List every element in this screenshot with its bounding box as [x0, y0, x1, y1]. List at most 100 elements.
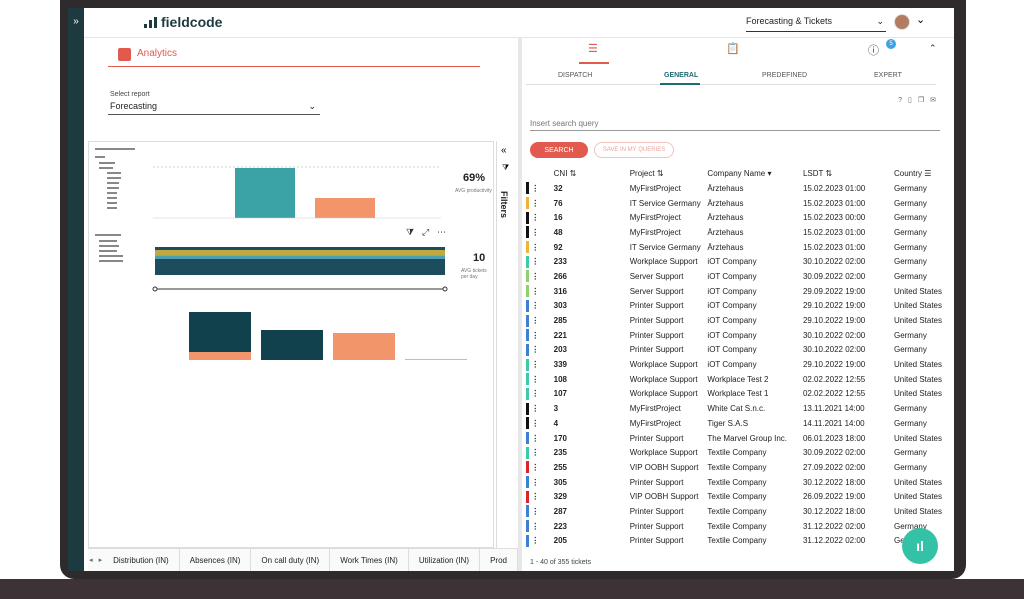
drag-handle-icon[interactable]: ⋮ — [531, 507, 537, 516]
chevron-down-icon[interactable]: ⌄ — [916, 13, 925, 26]
view-select[interactable]: Forecasting & Tickets ⌄ — [746, 16, 886, 32]
table-row[interactable]: ⋮ 107 Workplace Support Workplace Test 1 02.… — [526, 387, 942, 402]
drag-handle-icon[interactable]: ⋮ — [531, 331, 537, 340]
drag-handle-icon[interactable]: ⋮ — [531, 448, 537, 457]
table-row[interactable]: ⋮ 48 MyFirstProject Ärztehaus 15.02.2023 01:… — [526, 225, 942, 240]
row-handle[interactable]: ⋮ — [526, 299, 546, 314]
cell-cni[interactable]: 235 — [546, 445, 616, 460]
cell-cni[interactable]: 107 — [546, 387, 616, 402]
cell-cni[interactable]: 3 — [546, 401, 616, 416]
drag-handle-icon[interactable]: ⋮ — [531, 228, 537, 237]
cell-cni[interactable]: 205 — [546, 534, 616, 549]
drag-handle-icon[interactable]: ⋮ — [531, 463, 537, 472]
tab-absences[interactable]: Absences (IN) — [180, 549, 252, 571]
next-icon[interactable]: ▸ — [99, 556, 103, 564]
drag-handle-icon[interactable]: ⋮ — [531, 389, 537, 398]
table-row[interactable]: ⋮ 3 MyFirstProject White Cat S.n.c. 13.11.20… — [526, 401, 942, 416]
cell-cni[interactable]: 92 — [546, 240, 616, 255]
cell-cni[interactable]: 255 — [546, 460, 616, 475]
cell-cni[interactable]: 4 — [546, 416, 616, 431]
table-row[interactable]: ⋮ 266 Server Support iOT Company 30.09.2022 … — [526, 269, 942, 284]
table-row[interactable]: ⋮ 108 Workplace Support Workplace Test 2 02.… — [526, 372, 942, 387]
drag-handle-icon[interactable]: ⋮ — [531, 360, 537, 369]
table-row[interactable]: ⋮ 32 MyFirstProject Ärztehaus 15.02.2023 01:… — [526, 181, 942, 196]
row-handle[interactable]: ⋮ — [526, 196, 546, 211]
cell-cni[interactable]: 108 — [546, 372, 616, 387]
row-handle[interactable]: ⋮ — [526, 225, 546, 240]
cell-cni[interactable]: 170 — [546, 431, 616, 446]
cell-cni[interactable]: 16 — [546, 210, 616, 225]
row-handle[interactable]: ⋮ — [526, 475, 546, 490]
tab-on-call[interactable]: On call duty (IN) — [251, 549, 330, 571]
side-rail[interactable]: » — [68, 8, 84, 571]
drag-handle-icon[interactable]: ⋮ — [531, 404, 537, 413]
tab-expert[interactable]: EXPERT — [874, 72, 902, 79]
row-handle[interactable]: ⋮ — [526, 460, 546, 475]
fieldcode-assistant-button[interactable]: ıl — [902, 528, 938, 564]
table-row[interactable]: ⋮ 170 Printer Support The Marvel Group Inc.… — [526, 431, 942, 446]
table-row[interactable]: ⋮ 76 IT Service Germany Ärztehaus 15.02.2023… — [526, 196, 942, 211]
cell-cni[interactable]: 303 — [546, 299, 616, 314]
col-project[interactable]: Project ⇅ — [616, 165, 708, 181]
tab-utilization[interactable]: Utilization (IN) — [409, 549, 480, 571]
row-handle[interactable]: ⋮ — [526, 431, 546, 446]
row-handle[interactable]: ⋮ — [526, 445, 546, 460]
table-row[interactable]: ⋮ 305 Printer Support Textile Company 30.12.… — [526, 475, 942, 490]
save-query-button[interactable]: SAVE IN MY QUERIES — [594, 142, 674, 158]
drag-handle-icon[interactable]: ⋮ — [531, 301, 537, 310]
drag-handle-icon[interactable]: ⋮ — [531, 243, 537, 252]
table-row[interactable]: ⋮ 287 Printer Support Textile Company 30.12.… — [526, 504, 942, 519]
row-handle[interactable]: ⋮ — [526, 284, 546, 299]
cell-cni[interactable]: 285 — [546, 313, 616, 328]
drag-handle-icon[interactable]: ⋮ — [531, 492, 537, 501]
table-row[interactable]: ⋮ 339 Workplace Support iOT Company 29.10.20… — [526, 357, 942, 372]
drag-handle-icon[interactable]: ⋮ — [531, 184, 537, 193]
search-input[interactable] — [530, 117, 940, 131]
tab-prod[interactable]: Prod — [480, 549, 518, 571]
row-handle[interactable]: ⋮ — [526, 313, 546, 328]
clipboard-icon[interactable]: 📋 — [726, 42, 740, 55]
col-country[interactable]: Country ☰ — [890, 165, 942, 181]
avatar[interactable] — [894, 14, 910, 30]
table-row[interactable]: ⋮ 233 Workplace Support iOT Company 30.10.20… — [526, 254, 942, 269]
row-handle[interactable]: ⋮ — [526, 210, 546, 225]
col-cni[interactable]: CNI ⇅ — [546, 165, 616, 181]
drag-handle-icon[interactable]: ⋮ — [531, 272, 537, 281]
table-row[interactable]: ⋮ 303 Printer Support iOT Company 29.10.2022… — [526, 299, 942, 314]
row-handle[interactable]: ⋮ — [526, 343, 546, 358]
cell-cni[interactable]: 221 — [546, 328, 616, 343]
table-row[interactable]: ⋮ 235 Workplace Support Textile Company 30.0… — [526, 445, 942, 460]
tab-predefined[interactable]: PREDEFINED — [762, 72, 807, 79]
toolbar-icons[interactable]: ?▯❐✉ — [898, 96, 942, 104]
cell-cni[interactable]: 305 — [546, 475, 616, 490]
row-handle[interactable]: ⋮ — [526, 328, 546, 343]
filters-pane[interactable]: « ⧩ Filters — [496, 141, 514, 548]
list-icon[interactable]: ☰ — [588, 42, 598, 55]
cell-cni[interactable]: 76 — [546, 196, 616, 211]
col-company[interactable]: Company Name ▾ — [707, 165, 799, 181]
row-handle[interactable]: ⋮ — [526, 269, 546, 284]
row-handle[interactable]: ⋮ — [526, 401, 546, 416]
drag-handle-icon[interactable]: ⋮ — [531, 522, 537, 531]
cell-cni[interactable]: 339 — [546, 357, 616, 372]
table-row[interactable]: ⋮ 316 Server Support iOT Company 29.09.2022 … — [526, 284, 942, 299]
table-row[interactable]: ⋮ 16 MyFirstProject Ärztehaus 15.02.2023 00:… — [526, 210, 942, 225]
drag-handle-icon[interactable]: ⋮ — [531, 478, 537, 487]
row-handle[interactable]: ⋮ — [526, 504, 546, 519]
cell-cni[interactable]: 233 — [546, 254, 616, 269]
drag-handle-icon[interactable]: ⋮ — [531, 199, 537, 208]
row-handle[interactable]: ⋮ — [526, 181, 546, 196]
drag-handle-icon[interactable]: ⋮ — [531, 375, 537, 384]
expand-icon[interactable]: » — [73, 16, 79, 27]
row-handle[interactable]: ⋮ — [526, 489, 546, 504]
tab-general[interactable]: GENERAL — [664, 72, 698, 79]
cell-cni[interactable]: 203 — [546, 343, 616, 358]
table-row[interactable]: ⋮ 255 VIP OOBH Support Textile Company 27.09… — [526, 460, 942, 475]
row-handle[interactable]: ⋮ — [526, 416, 546, 431]
table-row[interactable]: ⋮ 223 Printer Support Textile Company 31.12.… — [526, 519, 942, 534]
drag-handle-icon[interactable]: ⋮ — [531, 536, 537, 545]
row-handle[interactable]: ⋮ — [526, 372, 546, 387]
collapse-up-icon[interactable]: ⌃ — [929, 43, 937, 54]
cell-cni[interactable]: 48 — [546, 225, 616, 240]
drag-handle-icon[interactable]: ⋮ — [531, 257, 537, 266]
